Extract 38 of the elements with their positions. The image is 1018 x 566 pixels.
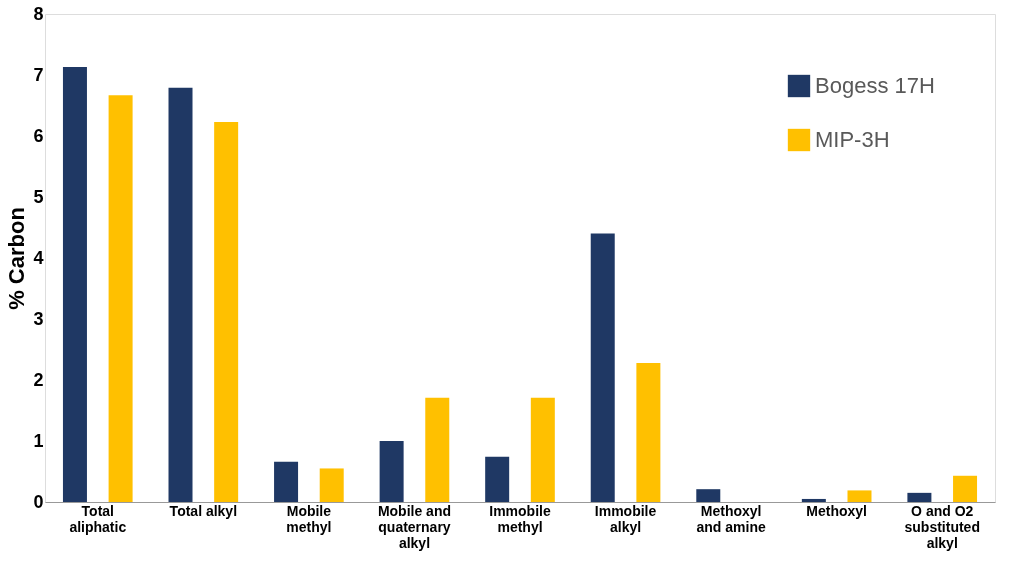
bar <box>847 490 872 502</box>
x-tick-label: Mobile and quaternary alkyl <box>377 502 452 551</box>
bar <box>801 498 826 502</box>
bar <box>590 233 615 502</box>
bar <box>696 489 721 502</box>
bar <box>636 362 661 502</box>
x-tick-label: Total aliphatic <box>69 502 127 535</box>
x-tick-label: Methoxyl and amine <box>696 502 766 535</box>
bar <box>530 397 555 502</box>
bar <box>62 67 87 502</box>
x-tick-label: Immobile methyl <box>489 502 551 535</box>
bar <box>168 87 193 502</box>
bar <box>953 475 978 502</box>
bar <box>274 461 299 502</box>
bar <box>319 468 344 502</box>
y-tick-label: 7 <box>33 64 44 85</box>
y-tick-label: 2 <box>33 369 44 390</box>
x-tick-label: Immobile alkyl <box>594 502 657 535</box>
y-tick-label: 5 <box>33 186 44 207</box>
bar <box>379 441 404 502</box>
legend-label: MIP-3H <box>815 127 890 152</box>
y-tick-label: 1 <box>33 430 44 451</box>
y-axis-title: % Carbon <box>4 207 30 310</box>
y-tick-label: 0 <box>33 491 44 512</box>
bar <box>425 397 450 502</box>
bar <box>214 121 239 502</box>
y-tick-label: 4 <box>33 247 44 268</box>
bar <box>485 456 510 502</box>
y-tick-label: 8 <box>33 3 44 24</box>
y-tick-label: 6 <box>33 125 44 146</box>
legend-label: Bogess 17H <box>815 73 935 98</box>
x-tick-label: Mobile methyl <box>286 502 332 535</box>
bar <box>907 492 932 502</box>
x-tick-label: O and O2 substituted alkyl <box>904 502 980 551</box>
y-tick-label: 3 <box>33 308 44 329</box>
bar <box>108 95 133 502</box>
x-tick-label: Methoxyl <box>806 502 868 519</box>
x-tick-label: Total alkyl <box>169 502 238 519</box>
